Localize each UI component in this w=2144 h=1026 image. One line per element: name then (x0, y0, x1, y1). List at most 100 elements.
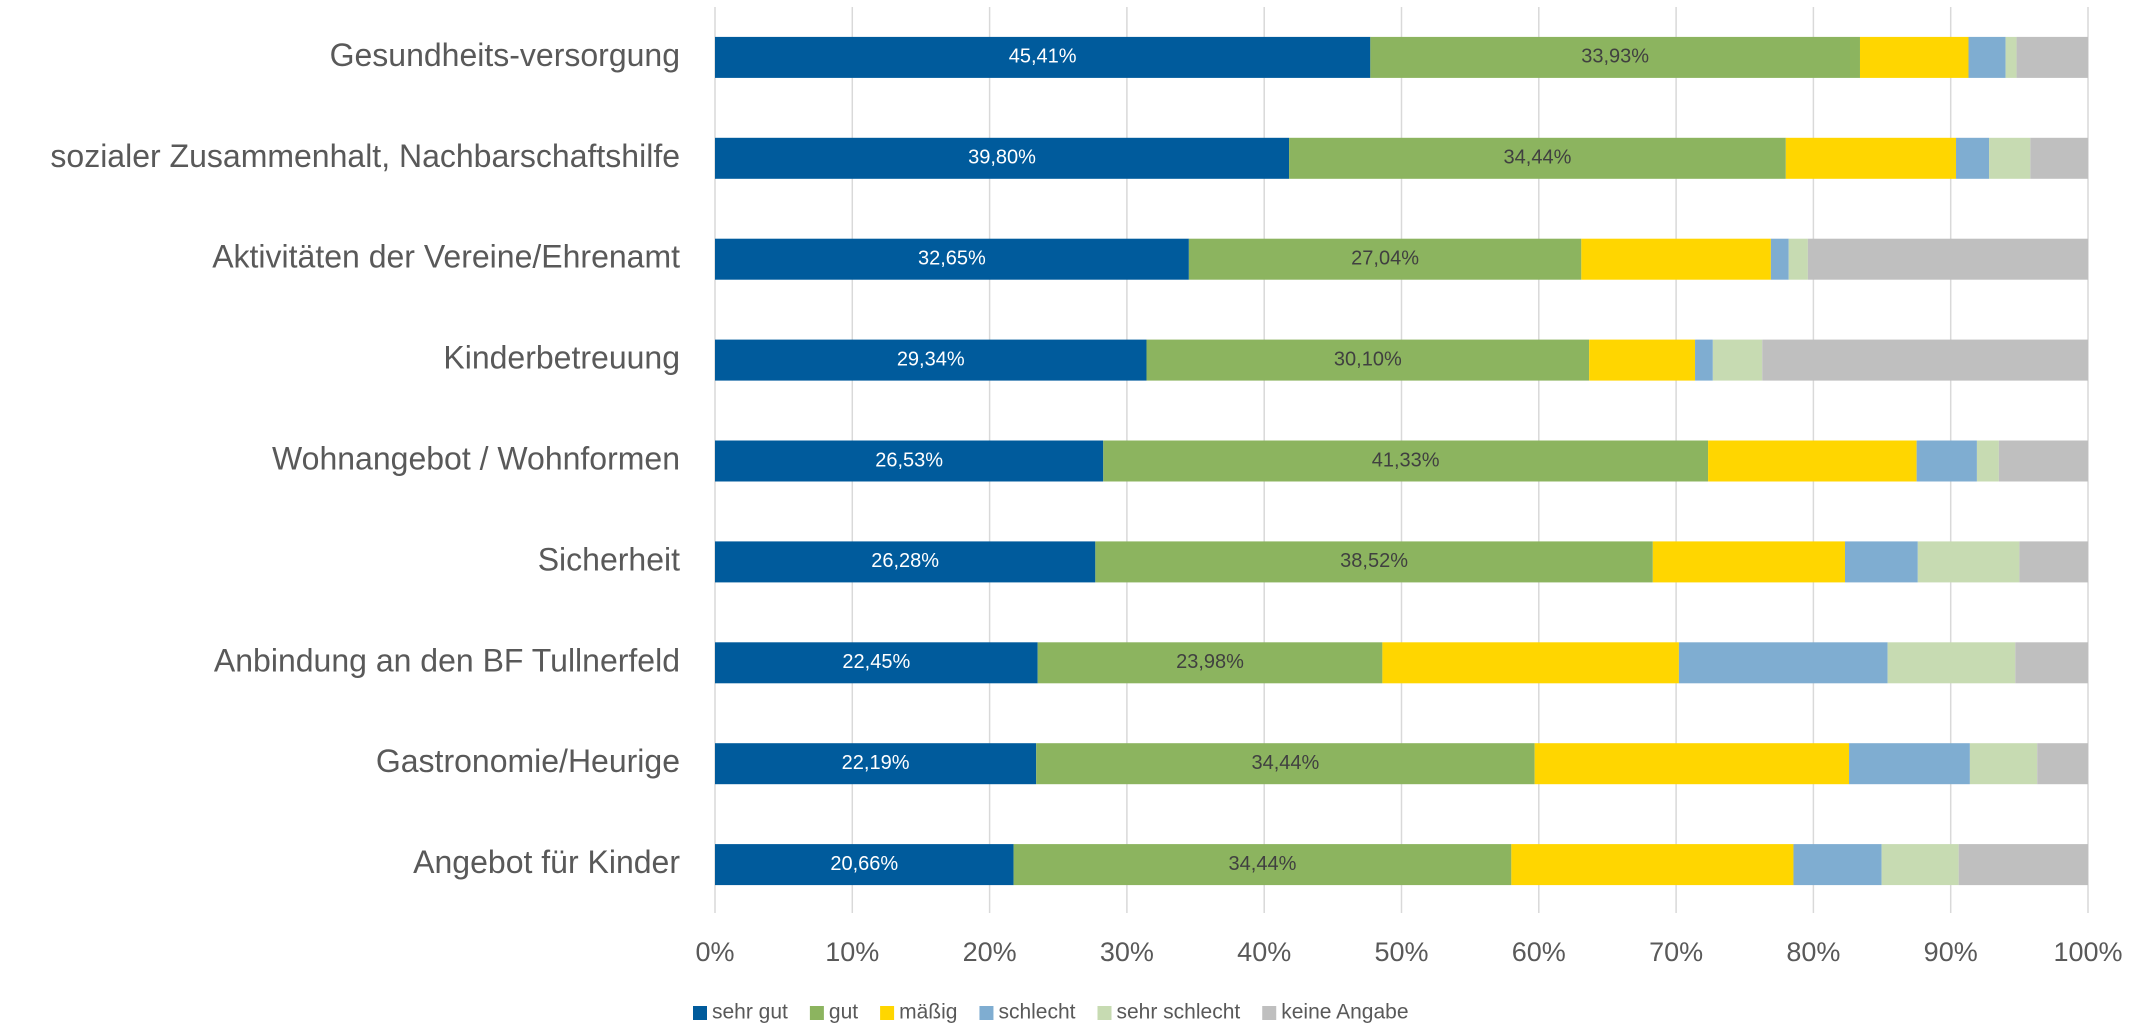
data-label: 45,41% (1009, 46, 1077, 68)
data-label: 34,44% (1251, 752, 1319, 774)
y-tick-label: Angebot für Kinder (413, 844, 680, 880)
bar-segment (715, 440, 1104, 482)
bar-segment (715, 541, 1096, 583)
bar-segment (1807, 238, 2088, 280)
bar-segment (715, 642, 1038, 684)
data-label: 23,98% (1176, 651, 1244, 673)
bar-segment (1103, 440, 1709, 482)
bar-segment (2030, 137, 2088, 179)
bar-segment (1188, 238, 1582, 280)
bar-segment (715, 743, 1037, 785)
y-tick-label: Kinderbetreuung (443, 340, 680, 376)
legend-swatch (809, 1006, 824, 1020)
data-label: 26,28% (871, 550, 939, 572)
bar-segment (1589, 339, 1696, 381)
bar-segment (715, 137, 1290, 179)
legend-label: keine Angabe (1281, 1001, 1408, 1024)
x-tick-label: 60% (1512, 937, 1566, 967)
data-label: 22,45% (842, 651, 910, 673)
bar-segment (1712, 339, 1763, 381)
legend-swatch (1097, 1006, 1112, 1020)
legend-swatch (1262, 1006, 1277, 1020)
bar-segment (1989, 137, 2031, 179)
bar-segment (1917, 541, 2020, 583)
x-tick-label: 90% (1924, 937, 1978, 967)
legend-label: schlecht (998, 1001, 1075, 1024)
data-label: 32,65% (918, 247, 986, 269)
x-tick-label: 80% (1786, 937, 1840, 967)
legend-label: mäßig (899, 1001, 957, 1024)
data-label: 34,44% (1229, 853, 1297, 875)
bar-segment (1382, 642, 1679, 684)
bar-segment (2037, 743, 2088, 785)
bar-segment (1976, 440, 1999, 482)
legend-swatch (693, 1006, 707, 1020)
data-label: 22,19% (842, 752, 910, 774)
y-tick-label: Gastronomie/Heurige (376, 743, 680, 779)
bar-segment (715, 339, 1147, 381)
bar-segment (1762, 339, 2088, 381)
data-label: 39,80% (968, 147, 1036, 169)
x-tick-label: 10% (825, 937, 879, 967)
legend-label: gut (829, 1001, 858, 1024)
legend-swatch (880, 1006, 895, 1020)
bar-segment (1036, 743, 1535, 785)
bar-segment (1956, 137, 1990, 179)
x-tick-label: 70% (1649, 937, 1703, 967)
x-tick-label: 100% (2053, 937, 2122, 967)
bar-segment (1695, 339, 1713, 381)
bar-segment (1511, 844, 1794, 886)
bar-segment (2019, 541, 2088, 583)
y-tick-label: Gesundheits-versorgung (330, 37, 680, 73)
x-tick-label: 40% (1237, 937, 1291, 967)
legend-label: sehr schlecht (1117, 1001, 1241, 1024)
bar-segment (1785, 137, 1957, 179)
data-label: 20,66% (830, 853, 898, 875)
data-label: 26,53% (875, 449, 943, 471)
bar-segment (1969, 743, 2038, 785)
bar-segment (2005, 36, 2017, 78)
bar-segment (1788, 238, 1808, 280)
bar-segment (1887, 642, 2016, 684)
legend-label: sehr gut (712, 1001, 788, 1024)
bar-segment (1849, 743, 1970, 785)
bar-segment (1968, 36, 2006, 78)
bar-segment (1881, 844, 1959, 886)
bar-segment (1916, 440, 1977, 482)
bar-segment (1037, 642, 1383, 684)
bar-segment (1958, 844, 2088, 886)
bar-segment (1534, 743, 1850, 785)
bar-segment (2015, 642, 2088, 684)
bar-segment (1095, 541, 1653, 583)
y-tick-label: Anbindung an den BF Tullnerfeld (214, 642, 680, 678)
data-label: 38,52% (1340, 550, 1408, 572)
bar-segment (1708, 440, 1917, 482)
data-label: 33,93% (1581, 46, 1649, 68)
bar-segment (1770, 238, 1789, 280)
data-label: 29,34% (897, 348, 965, 370)
bar-segment (1013, 844, 1512, 886)
y-tick-label: Wohnangebot / Wohnformen (272, 440, 680, 476)
bar-segment (715, 238, 1189, 280)
data-label: 34,44% (1504, 147, 1572, 169)
bar-segment (1289, 137, 1786, 179)
x-tick-label: 20% (963, 937, 1017, 967)
x-tick-label: 0% (695, 937, 734, 967)
bar-segment (1370, 36, 1860, 78)
bar-segment (1678, 642, 1888, 684)
bar-segment (1845, 541, 1918, 583)
data-label: 30,10% (1334, 348, 1402, 370)
y-tick-label: Aktivitäten der Vereine/Ehrenamt (212, 239, 680, 275)
bar-segment (1793, 844, 1882, 886)
data-label: 27,04% (1351, 247, 1419, 269)
bar-segment (1652, 541, 1846, 583)
y-tick-label: Sicherheit (538, 541, 680, 577)
x-tick-label: 50% (1374, 937, 1428, 967)
data-label: 41,33% (1372, 449, 1440, 471)
x-tick-label: 30% (1100, 937, 1154, 967)
legend-swatch (979, 1006, 994, 1020)
bar-segment (715, 36, 1371, 78)
y-tick-label: sozialer Zusammenhalt, Nachbarschaftshil… (50, 138, 680, 174)
bar-segment (1859, 36, 1969, 78)
